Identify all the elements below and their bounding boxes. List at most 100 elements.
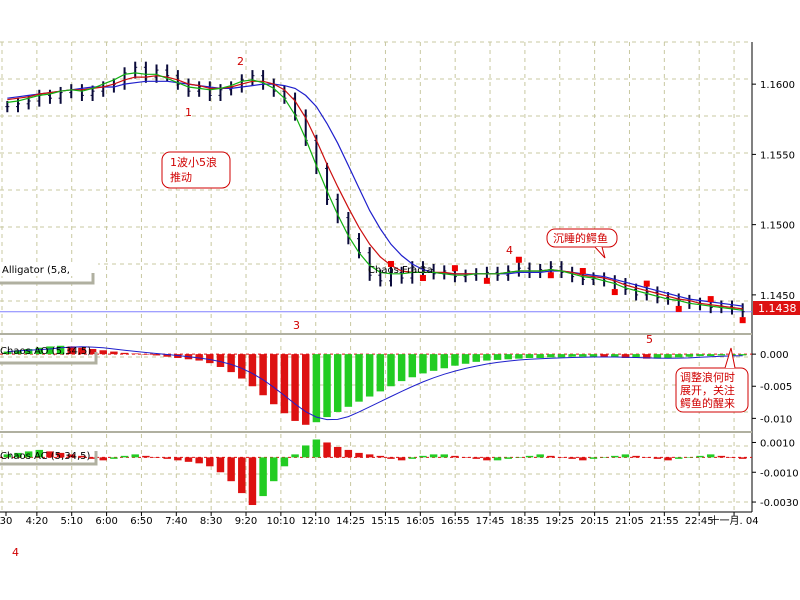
ac-bar — [88, 457, 97, 459]
ao-bar — [78, 347, 86, 355]
alligator-jaw-line — [7, 80, 743, 307]
wave-label-3: 3 — [293, 319, 300, 332]
callout-wave1: 1波小5浪 推动 — [161, 151, 231, 189]
ao-bar — [419, 354, 427, 374]
fractal-marker — [739, 317, 746, 324]
ao-bar — [216, 354, 225, 367]
callout-ao: 调整浪何时 展开，关注 鳄鱼的醒来 — [675, 347, 749, 413]
ac-bar — [291, 454, 299, 458]
ac-bar — [504, 457, 512, 459]
price-y-tick-label: 1.1450 — [760, 291, 795, 302]
ao-bar — [738, 354, 747, 356]
callout-sleeping-alligator-text: 沉睡的鳄鱼 — [553, 231, 608, 245]
x-tick-label: 20:15 — [580, 516, 609, 527]
ao-bar — [440, 354, 449, 369]
ac-bar — [387, 457, 395, 459]
ao-bar — [579, 354, 587, 357]
ac-bar — [664, 457, 672, 461]
ao-bar — [152, 354, 161, 356]
ao-bar — [525, 354, 534, 358]
price-y-tick-label: 1.1600 — [760, 80, 795, 91]
alligator-lips-line — [7, 72, 743, 311]
x-tick-label: 7:40 — [165, 516, 187, 527]
ac-bar — [632, 455, 640, 458]
ac-bar — [685, 457, 694, 458]
x-tick-label: 6:50 — [130, 516, 152, 527]
ao-bar — [323, 354, 331, 418]
ac-bar — [429, 454, 438, 458]
price-bar — [612, 275, 617, 290]
ac-panel — [0, 439, 752, 506]
ao-bar — [355, 354, 363, 402]
current-price-tag: 1.1438 — [753, 301, 800, 315]
fractal-marker — [675, 305, 682, 312]
price-bar — [602, 272, 607, 287]
ao-bar — [568, 354, 576, 357]
ac-bar — [461, 457, 470, 458]
ac-bar — [131, 454, 139, 458]
ao-bar — [504, 354, 512, 360]
ao-bar — [142, 354, 150, 355]
ac-bar — [472, 457, 480, 459]
ao-signal-line — [7, 346, 743, 421]
ao-y-tick-label: -0.010 — [760, 414, 792, 425]
ao-bar — [56, 345, 65, 355]
price-bar — [37, 89, 42, 107]
ao-bar — [35, 347, 44, 355]
ao-bar — [195, 354, 203, 361]
callout-ao-line3: 鳄鱼的醒来 — [680, 396, 735, 410]
ao-bar — [600, 354, 608, 358]
ac-bar — [706, 454, 715, 458]
ac-bar — [493, 457, 502, 461]
ao-bar — [67, 346, 76, 355]
x-tick-label: 18:35 — [510, 516, 539, 527]
ao-bar — [206, 354, 214, 364]
ao-bar — [643, 354, 651, 359]
wave-label-4: 4 — [506, 244, 513, 257]
ac-bar — [579, 457, 587, 461]
chaos-fractal-label: Chaos Fracta — [368, 265, 433, 276]
price-bar — [399, 266, 404, 284]
ac-bar — [674, 457, 683, 459]
alligator-teeth-line — [7, 75, 743, 310]
ac-bar — [547, 455, 555, 458]
price-bar — [346, 211, 351, 245]
alligator-title: Alligator (5,8, — [2, 265, 70, 276]
footer-mark: 4 — [12, 546, 19, 559]
wave-label-5: 5 — [646, 333, 653, 346]
ao-bar — [270, 354, 278, 405]
ao-bar — [46, 346, 54, 355]
ac-bar — [206, 457, 214, 467]
price-bar — [5, 101, 10, 113]
ac-bar — [227, 457, 235, 482]
ao-bar — [259, 354, 267, 396]
ao-bar — [120, 352, 129, 355]
fractal-marker — [451, 265, 458, 272]
ao-bar — [280, 354, 289, 414]
ac-bar — [46, 451, 54, 458]
ao-bar — [664, 354, 672, 358]
ao-bar — [621, 354, 630, 358]
x-tick-label: 4:20 — [26, 516, 48, 527]
ac-bar — [174, 457, 182, 461]
ao-bar — [110, 351, 118, 355]
ao-bar — [653, 354, 662, 359]
ao-bar — [536, 354, 544, 358]
price-bar — [367, 247, 372, 281]
price-bar — [463, 269, 468, 283]
fractal-marker — [419, 275, 426, 282]
ao-bar — [696, 354, 704, 357]
ac-bar — [333, 446, 342, 458]
ao-bar — [291, 354, 299, 421]
fractal-marker — [611, 289, 618, 296]
x-tick-label: 8:30 — [200, 516, 222, 527]
ac-bar — [24, 451, 33, 458]
ao-bar — [429, 354, 438, 371]
ao-bar — [515, 354, 523, 359]
ac-bar — [3, 454, 12, 458]
ao-bar — [451, 354, 459, 366]
ac-bar — [397, 457, 406, 461]
ac-bar — [365, 454, 374, 458]
ac-bar — [323, 442, 331, 458]
ac-bar — [355, 452, 363, 458]
